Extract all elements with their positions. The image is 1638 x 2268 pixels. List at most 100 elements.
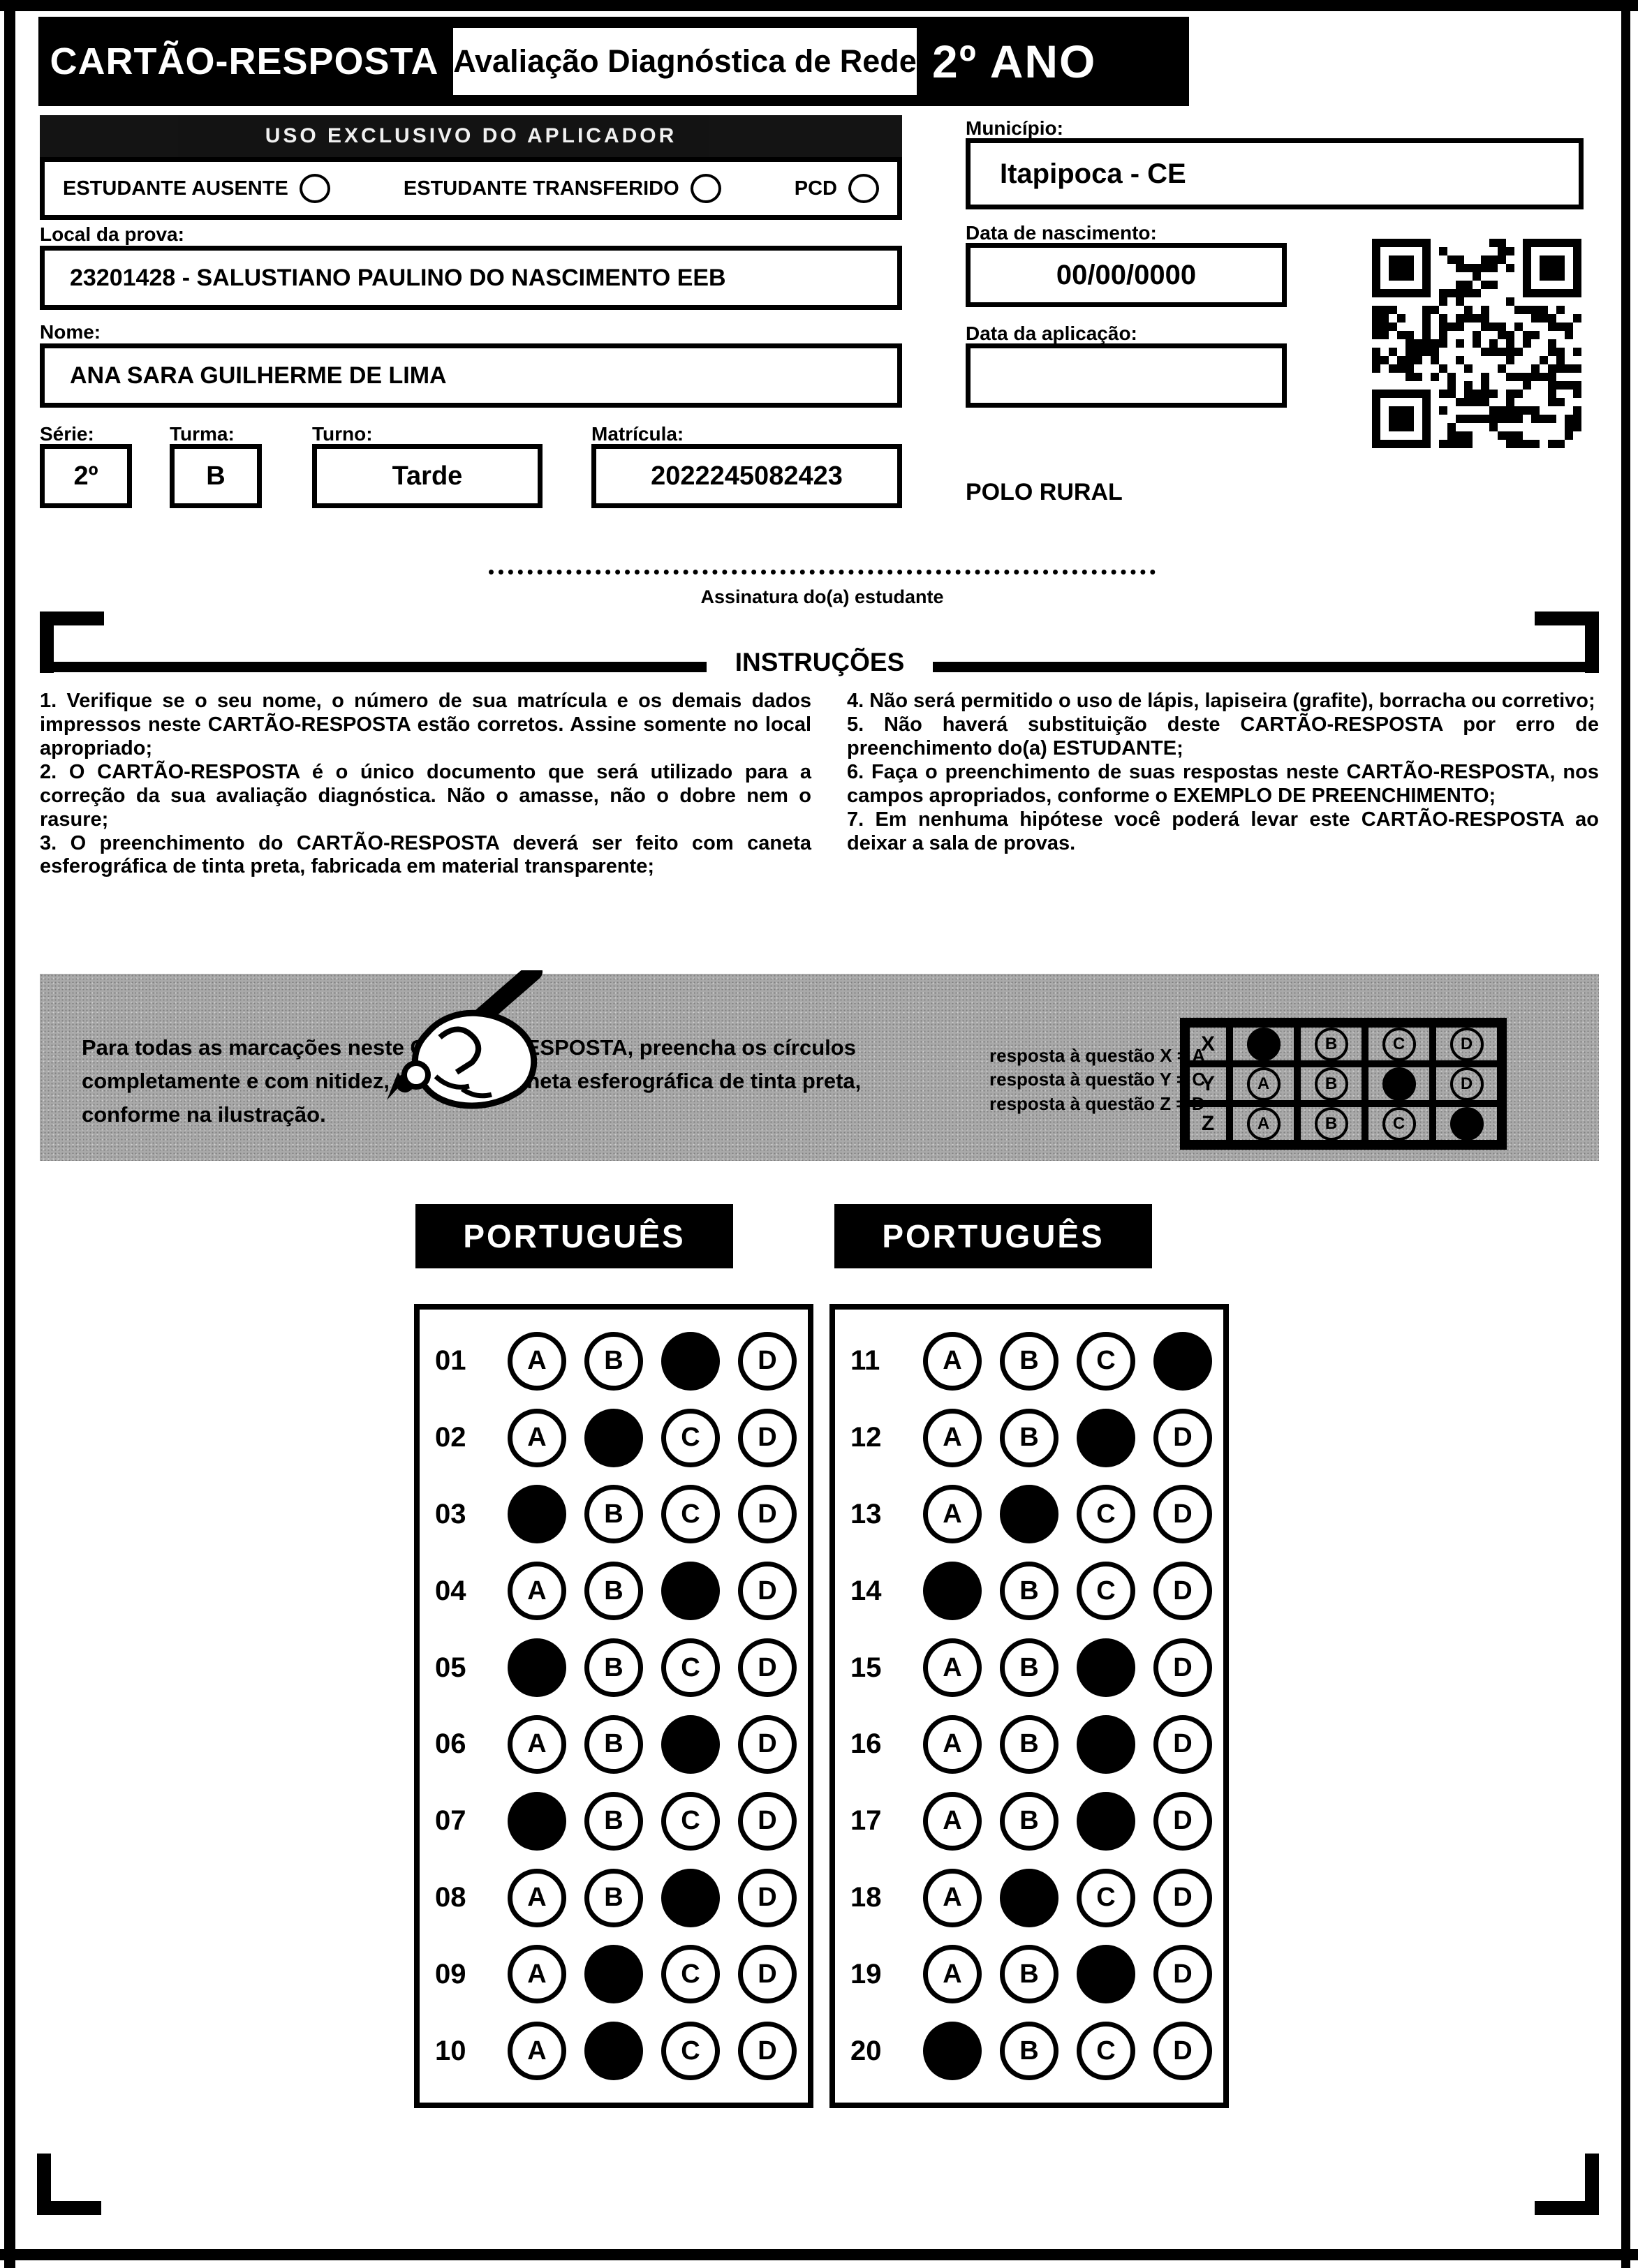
bubble-01-d[interactable]: D xyxy=(738,1331,797,1391)
bubble-19-b[interactable]: B xyxy=(1000,1945,1058,2004)
bubble-03-d[interactable]: D xyxy=(738,1485,797,1544)
bubble-08-c[interactable] xyxy=(661,1868,720,1927)
bubble-12-c[interactable] xyxy=(1077,1408,1135,1467)
instruction-item: 7. Em nenhuma hipótese você poderá levar… xyxy=(847,808,1599,854)
bubble-18-b[interactable] xyxy=(1000,1868,1058,1927)
bubble-04-c[interactable] xyxy=(661,1562,720,1621)
bubble-19-a[interactable]: A xyxy=(923,1945,982,2004)
example-bubble-y-c[interactable] xyxy=(1382,1067,1416,1101)
bubble-16-d[interactable]: D xyxy=(1153,1714,1212,1774)
bubble-05-b[interactable]: B xyxy=(584,1638,643,1698)
bubble-08-b[interactable]: B xyxy=(584,1868,643,1927)
bubble-16-a[interactable]: A xyxy=(923,1714,982,1774)
bubble-10-c[interactable]: C xyxy=(661,2022,720,2081)
bubble-15-a[interactable]: A xyxy=(923,1638,982,1698)
aplicador-option-circle[interactable] xyxy=(848,174,879,203)
example-bubble-x-a[interactable] xyxy=(1246,1027,1281,1061)
bubble-14-c[interactable]: C xyxy=(1077,1562,1135,1621)
example-bubble-y-d[interactable]: D xyxy=(1449,1067,1484,1101)
bubble-17-c[interactable] xyxy=(1077,1791,1135,1851)
bubble-02-a[interactable]: A xyxy=(508,1408,566,1467)
bubble-15-b[interactable]: B xyxy=(1000,1638,1058,1698)
aplicador-option-circle[interactable] xyxy=(299,174,330,203)
bubble-20-a[interactable] xyxy=(923,2022,982,2081)
bubble-20-d[interactable]: D xyxy=(1153,2022,1212,2081)
bubble-12-a[interactable]: A xyxy=(923,1408,982,1467)
bubble-02-d[interactable]: D xyxy=(738,1408,797,1467)
bubble-09-a[interactable]: A xyxy=(508,1945,566,2004)
bubble-13-a[interactable]: A xyxy=(923,1485,982,1544)
bubble-06-a[interactable]: A xyxy=(508,1714,566,1774)
bubble-01-c[interactable] xyxy=(661,1331,720,1391)
bubble-07-d[interactable]: D xyxy=(738,1791,797,1851)
bubble-15-c[interactable] xyxy=(1077,1638,1135,1698)
bubble-09-b[interactable] xyxy=(584,1945,643,2004)
bubble-05-c[interactable]: C xyxy=(661,1638,720,1698)
bubble-03-b[interactable]: B xyxy=(584,1485,643,1544)
bubble-04-d[interactable]: D xyxy=(738,1562,797,1621)
bubble-03-a[interactable] xyxy=(508,1485,566,1544)
bubble-16-b[interactable]: B xyxy=(1000,1714,1058,1774)
bubble-10-b[interactable] xyxy=(584,2022,643,2081)
bubble-05-d[interactable]: D xyxy=(738,1638,797,1698)
bubble-13-d[interactable]: D xyxy=(1153,1485,1212,1544)
example-bubble-x-b[interactable]: B xyxy=(1314,1027,1348,1061)
bubble-18-a[interactable]: A xyxy=(923,1868,982,1927)
bubble-11-a[interactable]: A xyxy=(923,1331,982,1391)
bubble-01-b[interactable]: B xyxy=(584,1331,643,1391)
example-bubble-y-a[interactable]: A xyxy=(1246,1067,1281,1101)
aplicador-option-circle[interactable] xyxy=(690,174,721,203)
bubble-16-c[interactable] xyxy=(1077,1714,1135,1774)
corner-mark-top-left xyxy=(40,612,104,673)
bubble-18-d[interactable]: D xyxy=(1153,1868,1212,1927)
bubble-04-b[interactable]: B xyxy=(584,1562,643,1621)
bubble-08-d[interactable]: D xyxy=(738,1868,797,1927)
bubble-06-b[interactable]: B xyxy=(584,1714,643,1774)
bubble-11-d[interactable] xyxy=(1153,1331,1212,1391)
bubble-04-a[interactable]: A xyxy=(508,1562,566,1621)
bubble-10-d[interactable]: D xyxy=(738,2022,797,2081)
bubble-13-b[interactable] xyxy=(1000,1485,1058,1544)
bubble-18-c[interactable]: C xyxy=(1077,1868,1135,1927)
example-bubble-y-b[interactable]: B xyxy=(1314,1067,1348,1101)
question-row: 12 A B D xyxy=(846,1408,1223,1467)
bubble-07-b[interactable]: B xyxy=(584,1791,643,1851)
example-bubble-x-d[interactable]: D xyxy=(1449,1027,1484,1061)
bubble-20-c[interactable]: C xyxy=(1077,2022,1135,2081)
bubble-12-d[interactable]: D xyxy=(1153,1408,1212,1467)
bubble-17-a[interactable]: A xyxy=(923,1791,982,1851)
bubble-02-b[interactable] xyxy=(584,1408,643,1467)
bubble-08-a[interactable]: A xyxy=(508,1868,566,1927)
example-bubble-z-a[interactable]: A xyxy=(1246,1106,1281,1141)
bubble-01-a[interactable]: A xyxy=(508,1331,566,1391)
bubble-10-a[interactable]: A xyxy=(508,2022,566,2081)
bubble-02-c[interactable]: C xyxy=(661,1408,720,1467)
bubble-14-d[interactable]: D xyxy=(1153,1562,1212,1621)
bubble-07-c[interactable]: C xyxy=(661,1791,720,1851)
bubble-06-d[interactable]: D xyxy=(738,1714,797,1774)
bubble-03-c[interactable]: C xyxy=(661,1485,720,1544)
bubble-13-c[interactable]: C xyxy=(1077,1485,1135,1544)
bubble-09-d[interactable]: D xyxy=(738,1945,797,2004)
bubble-19-c[interactable] xyxy=(1077,1945,1135,2004)
bubble-19-d[interactable]: D xyxy=(1153,1945,1212,2004)
bubble-17-b[interactable]: B xyxy=(1000,1791,1058,1851)
bubble-14-a[interactable] xyxy=(923,1562,982,1621)
question-number: 05 xyxy=(435,1652,466,1683)
bubble-20-b[interactable]: B xyxy=(1000,2022,1058,2081)
example-bubble-z-d[interactable] xyxy=(1449,1106,1484,1141)
bubble-07-a[interactable] xyxy=(508,1791,566,1851)
bubble-11-c[interactable]: C xyxy=(1077,1331,1135,1391)
bubble-14-b[interactable]: B xyxy=(1000,1562,1058,1621)
bubble-15-d[interactable]: D xyxy=(1153,1638,1212,1698)
aplicador-option: ESTUDANTE AUSENTE xyxy=(63,174,330,203)
bubble-12-b[interactable]: B xyxy=(1000,1408,1058,1467)
example-bubble-z-c[interactable]: C xyxy=(1382,1106,1416,1141)
bubble-17-d[interactable]: D xyxy=(1153,1791,1212,1851)
example-bubble-x-c[interactable]: C xyxy=(1382,1027,1416,1061)
bubble-06-c[interactable] xyxy=(661,1714,720,1774)
example-bubble-z-b[interactable]: B xyxy=(1314,1106,1348,1141)
bubble-09-c[interactable]: C xyxy=(661,1945,720,2004)
bubble-05-a[interactable] xyxy=(508,1638,566,1698)
bubble-11-b[interactable]: B xyxy=(1000,1331,1058,1391)
